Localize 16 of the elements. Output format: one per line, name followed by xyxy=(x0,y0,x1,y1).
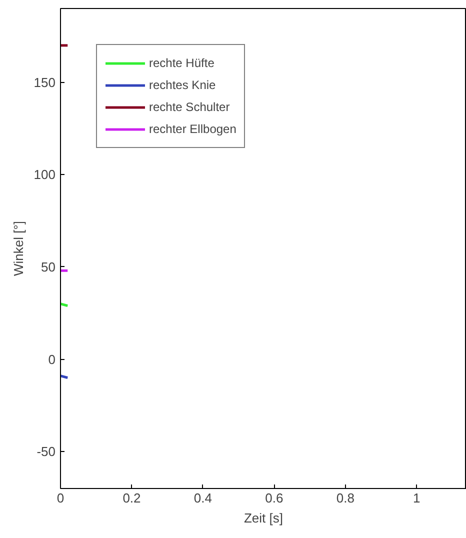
x-tick-label: 0.8 xyxy=(336,490,354,506)
legend-label: rechte Schulter xyxy=(149,100,230,114)
x-tick-label: 1 xyxy=(413,490,420,506)
y-tick-label: -50 xyxy=(36,444,56,460)
y-axis-title: Winkel [°] xyxy=(10,220,26,276)
y-tick-label: 0 xyxy=(48,352,56,367)
y-tick-label: 150 xyxy=(34,74,56,90)
legend-label: rechte Hüfte xyxy=(149,56,214,70)
legend-label: rechter Ellbogen xyxy=(149,122,236,136)
x-tick-label: 0.4 xyxy=(194,490,212,506)
x-axis-title: Zeit [s] xyxy=(244,510,284,526)
legend-label: rechtes Knie xyxy=(149,78,216,92)
x-tick-label: 0.6 xyxy=(265,490,284,506)
x-tick-label: 0.2 xyxy=(122,490,141,506)
y-tick-label: 100 xyxy=(34,167,56,182)
y-tick-label: 50 xyxy=(41,259,56,274)
